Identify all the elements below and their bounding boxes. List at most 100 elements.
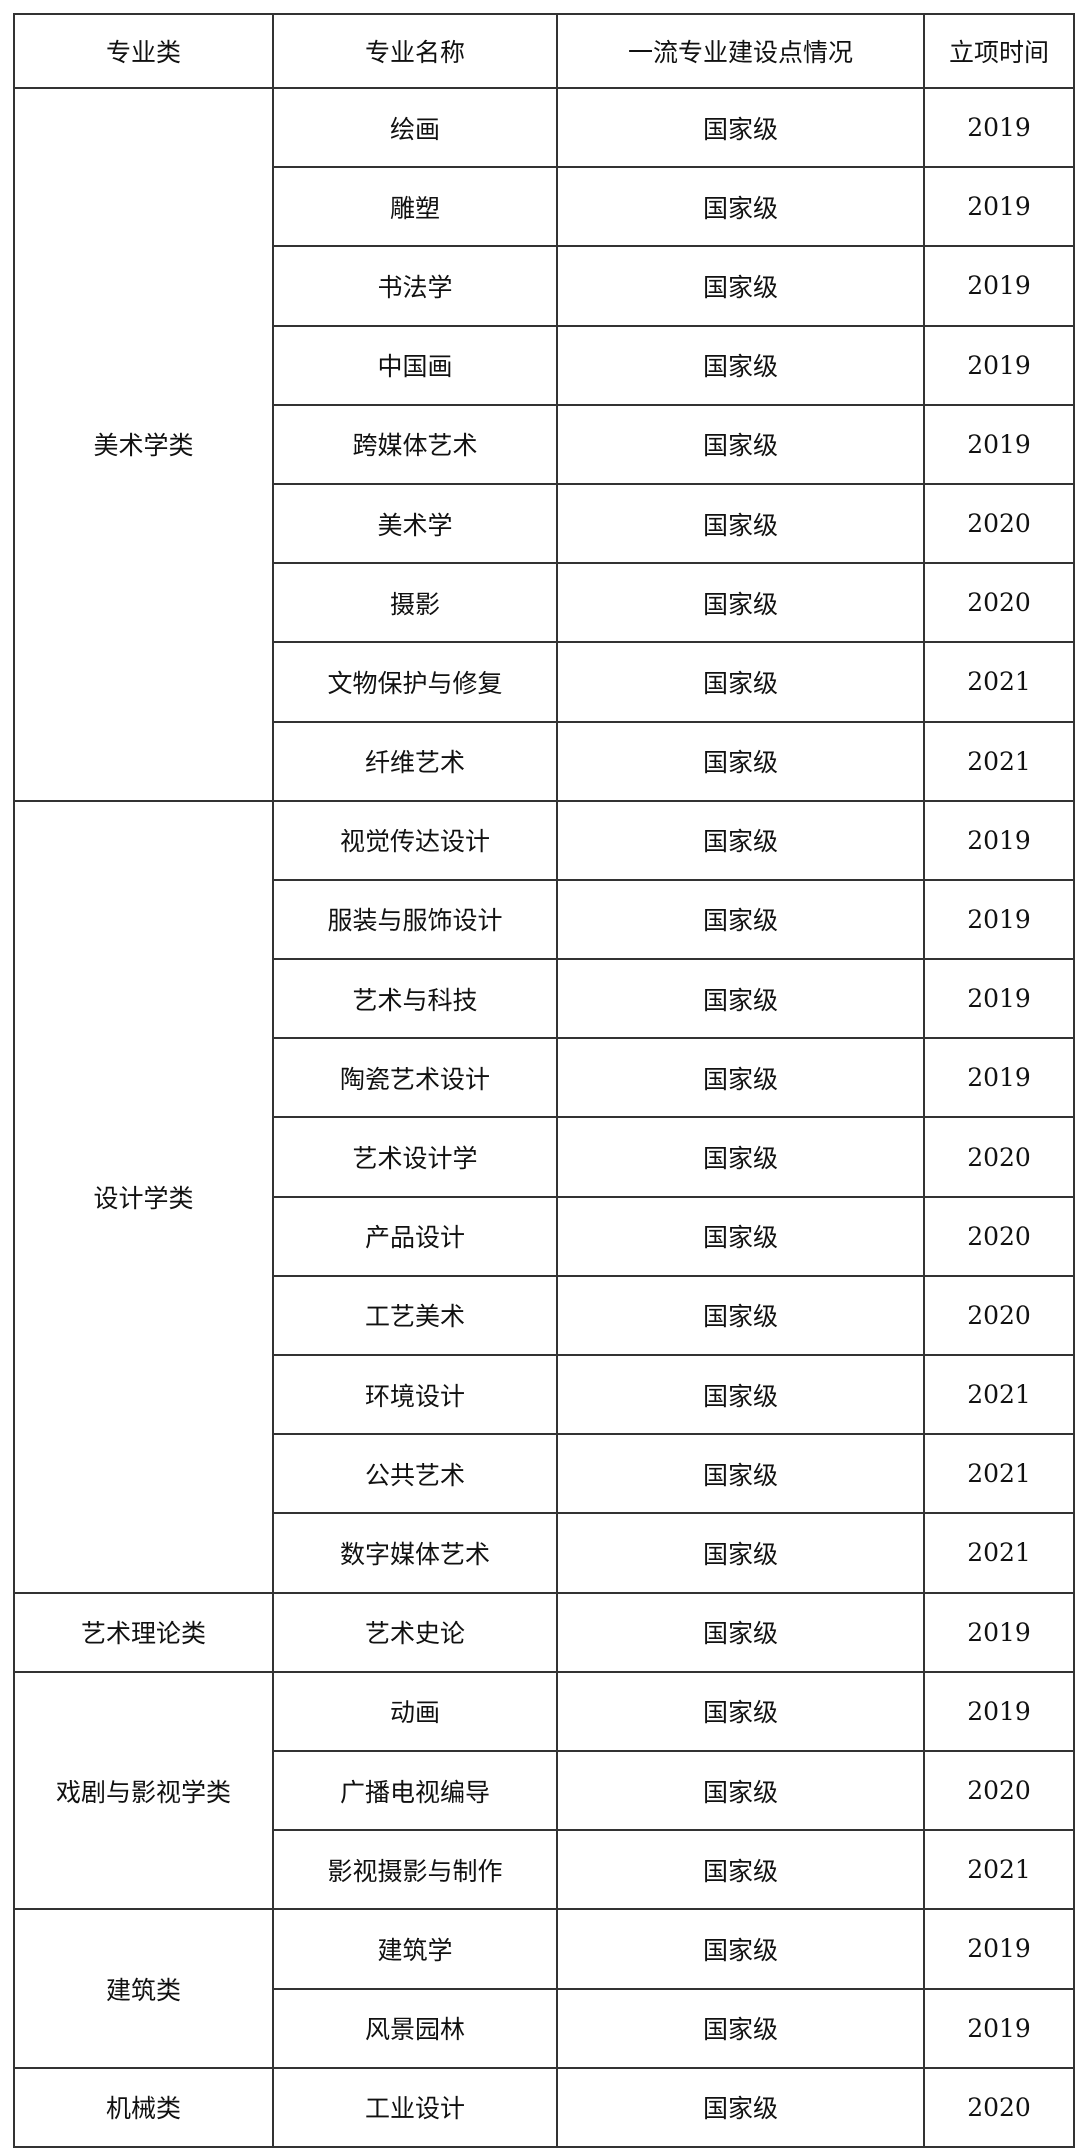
- status-cell: 国家级: [556, 324, 925, 406]
- year-cell: 2020: [923, 562, 1075, 644]
- category-cell: 戏剧与影视学类: [13, 1670, 274, 1911]
- status-cell: 国家级: [556, 1195, 925, 1277]
- status-cell: 国家级: [556, 403, 925, 485]
- status-cell: 国家级: [556, 482, 925, 565]
- year-cell: 2019: [923, 958, 1075, 1040]
- status-cell: 国家级: [556, 166, 925, 248]
- year-cell: 2019: [923, 799, 1075, 881]
- year-cell: 2021: [923, 720, 1075, 802]
- year-cell: 2021: [923, 1829, 1075, 1911]
- header-row: 专业类 专业名称 一流专业建设点情况 立项时间: [13, 13, 1075, 89]
- table-row: 艺术与科技 国家级 2019: [14, 958, 1075, 1040]
- table-row: 雕塑 国家级 2019: [14, 166, 1075, 248]
- table-row: 影视摄影与制作 国家级 2021: [14, 1829, 1075, 1911]
- year-cell: 2021: [923, 641, 1075, 723]
- table-row: 公共艺术 国家级 2021: [14, 1433, 1075, 1515]
- status-cell: 国家级: [556, 1274, 925, 1357]
- table-row: 文物保护与修复 国家级 2021: [14, 641, 1075, 723]
- major-name-cell: 影视摄影与制作: [272, 1829, 558, 1911]
- status-cell: 国家级: [556, 1829, 925, 1911]
- year-cell: 2019: [923, 324, 1075, 406]
- status-cell: 国家级: [556, 1037, 925, 1119]
- year-cell: 2019: [923, 1987, 1075, 2069]
- year-cell: 2020: [923, 1274, 1075, 1357]
- major-name-cell: 中国画: [272, 324, 558, 406]
- header-status: 一流专业建设点情况: [556, 13, 925, 89]
- status-cell: 国家级: [556, 1353, 925, 1436]
- table-row: 艺术设计学 国家级 2020: [14, 1116, 1075, 1198]
- table-row: 陶瓷艺术设计 国家级 2019: [14, 1037, 1075, 1119]
- year-cell: 2019: [923, 1908, 1075, 1990]
- status-cell: 国家级: [556, 86, 925, 169]
- header-category: 专业类: [13, 13, 274, 89]
- status-cell: 国家级: [556, 958, 925, 1040]
- major-name-cell: 数字媒体艺术: [272, 1512, 558, 1594]
- table-row: 美术学类 绘画 国家级 2019: [13, 86, 1075, 802]
- major-name-cell: 书法学: [272, 245, 558, 327]
- status-cell: 国家级: [556, 1512, 925, 1594]
- status-cell: 国家级: [556, 878, 925, 961]
- status-cell: 国家级: [556, 1987, 925, 2069]
- year-cell: 2021: [923, 1512, 1075, 1594]
- year-cell: 2019: [923, 166, 1075, 248]
- major-name-cell: 动画: [272, 1670, 558, 1752]
- year-cell: 2019: [923, 1037, 1075, 1119]
- category-cell: 建筑类: [13, 1908, 274, 2069]
- table-row: 工艺美术 国家级 2020: [14, 1274, 1075, 1357]
- status-cell: 国家级: [556, 562, 925, 644]
- table-row: 建筑类 建筑学 国家级 2019: [13, 1908, 1075, 2069]
- major-name-cell: 跨媒体艺术: [272, 403, 558, 485]
- table-row: 纤维艺术 国家级 2021: [14, 720, 1075, 802]
- status-cell: 国家级: [556, 1749, 925, 1832]
- table-row: 数字媒体艺术 国家级 2021: [14, 1512, 1075, 1594]
- table-row: 产品设计 国家级 2020: [14, 1195, 1075, 1277]
- status-cell: 国家级: [556, 1908, 925, 1990]
- major-name-cell: 环境设计: [272, 1353, 558, 1436]
- status-cell: 国家级: [556, 641, 925, 723]
- table-row: 跨媒体艺术 国家级 2019: [14, 403, 1075, 485]
- year-cell: 2019: [923, 245, 1075, 327]
- table-row: 风景园林 国家级 2019: [14, 1987, 1075, 2069]
- major-name-cell: 广播电视编导: [272, 1749, 558, 1832]
- major-name-cell: 摄影: [272, 562, 558, 644]
- status-cell: 国家级: [556, 1670, 925, 1752]
- table-row: 设计学类 视觉传达设计 国家级 2019: [13, 799, 1075, 1594]
- year-cell: 2020: [923, 1195, 1075, 1277]
- major-name-cell: 美术学: [272, 482, 558, 565]
- major-name-cell: 雕塑: [272, 166, 558, 248]
- header-year: 立项时间: [923, 13, 1075, 89]
- table-row: 书法学 国家级 2019: [14, 245, 1075, 327]
- status-cell: 国家级: [556, 1433, 925, 1515]
- table-row: 艺术理论类 艺术史论 国家级 2019: [13, 1591, 1075, 1673]
- major-name-cell: 纤维艺术: [272, 720, 558, 802]
- major-name-cell: 艺术与科技: [272, 958, 558, 1040]
- category-cell: 美术学类: [13, 87, 274, 802]
- year-cell: 2019: [923, 1591, 1075, 1673]
- table-row: 环境设计 国家级 2021: [14, 1353, 1075, 1436]
- major-name-cell: 建筑学: [272, 1908, 558, 1990]
- table-row: 戏剧与影视学类 动画 国家级 2019: [13, 1670, 1075, 1911]
- table-row: 美术学 国家级 2020: [14, 482, 1075, 565]
- table-row: 中国画 国家级 2019: [14, 324, 1075, 406]
- year-cell: 2020: [923, 1116, 1075, 1198]
- year-cell: 2019: [923, 878, 1075, 961]
- major-name-cell: 陶瓷艺术设计: [272, 1037, 558, 1119]
- table-row: 摄影 国家级 2020: [14, 562, 1075, 644]
- year-cell: 2019: [923, 403, 1075, 485]
- status-cell: 国家级: [556, 799, 925, 881]
- table-row: 广播电视编导 国家级 2020: [14, 1749, 1075, 1832]
- major-name-cell: 艺术设计学: [272, 1116, 558, 1198]
- major-name-cell: 公共艺术: [272, 1433, 558, 1515]
- year-cell: 2021: [923, 1433, 1075, 1515]
- major-name-cell: 绘画: [272, 86, 558, 169]
- status-cell: 国家级: [556, 1116, 925, 1198]
- major-name-cell: 风景园林: [272, 1987, 558, 2069]
- table-row: 服装与服饰设计 国家级 2019: [14, 878, 1075, 961]
- header-major-name: 专业名称: [272, 13, 558, 89]
- major-name-cell: 视觉传达设计: [272, 799, 558, 881]
- year-cell: 2020: [923, 1749, 1075, 1832]
- majors-table: 专业类 专业名称 一流专业建设点情况 立项时间 美术学类 绘画 国家级 2019 雕塑国…: [13, 13, 1075, 2148]
- year-cell: 2020: [923, 482, 1075, 565]
- year-cell: 2019: [923, 86, 1075, 169]
- category-cell: 艺术理论类: [13, 1591, 274, 1673]
